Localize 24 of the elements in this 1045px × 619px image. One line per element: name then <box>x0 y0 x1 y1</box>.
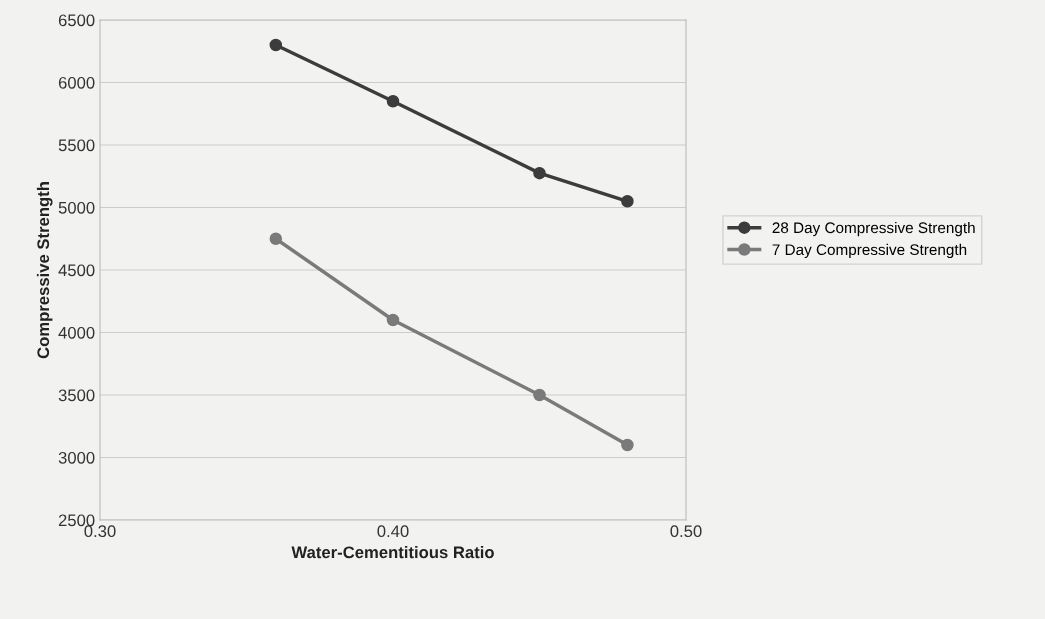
y-tick-label: 2500 <box>58 514 95 527</box>
point <box>386 313 400 327</box>
x-tick-label: 0.40 <box>377 525 409 538</box>
x-tick-label: 0.50 <box>670 525 702 538</box>
y-tick-label: 4000 <box>58 326 95 339</box>
y-tick-label: 5500 <box>58 139 95 152</box>
point <box>621 438 634 452</box>
point <box>269 38 283 52</box>
y-tick-label: 5000 <box>58 201 95 214</box>
y-tick-label: 6500 <box>58 14 95 27</box>
point <box>533 388 546 402</box>
x-tick-label: 0.30 <box>84 525 116 538</box>
point <box>621 194 634 208</box>
y-tick-label: 3000 <box>58 451 95 464</box>
point <box>386 94 400 108</box>
y-axis-title: Compressive Strength <box>36 182 53 359</box>
legend-label: 7 Day Compressive Strength <box>772 243 967 259</box>
y-tick-label: 4500 <box>58 264 95 277</box>
point <box>269 232 283 246</box>
y-tick-label: 6000 <box>58 76 95 89</box>
y-tick-label: 3500 <box>58 389 95 402</box>
legend-label: 28 Day Compressive Strength <box>772 221 975 237</box>
x-axis-title: Water-Cementitious Ratio <box>291 545 494 559</box>
point <box>533 166 546 180</box>
